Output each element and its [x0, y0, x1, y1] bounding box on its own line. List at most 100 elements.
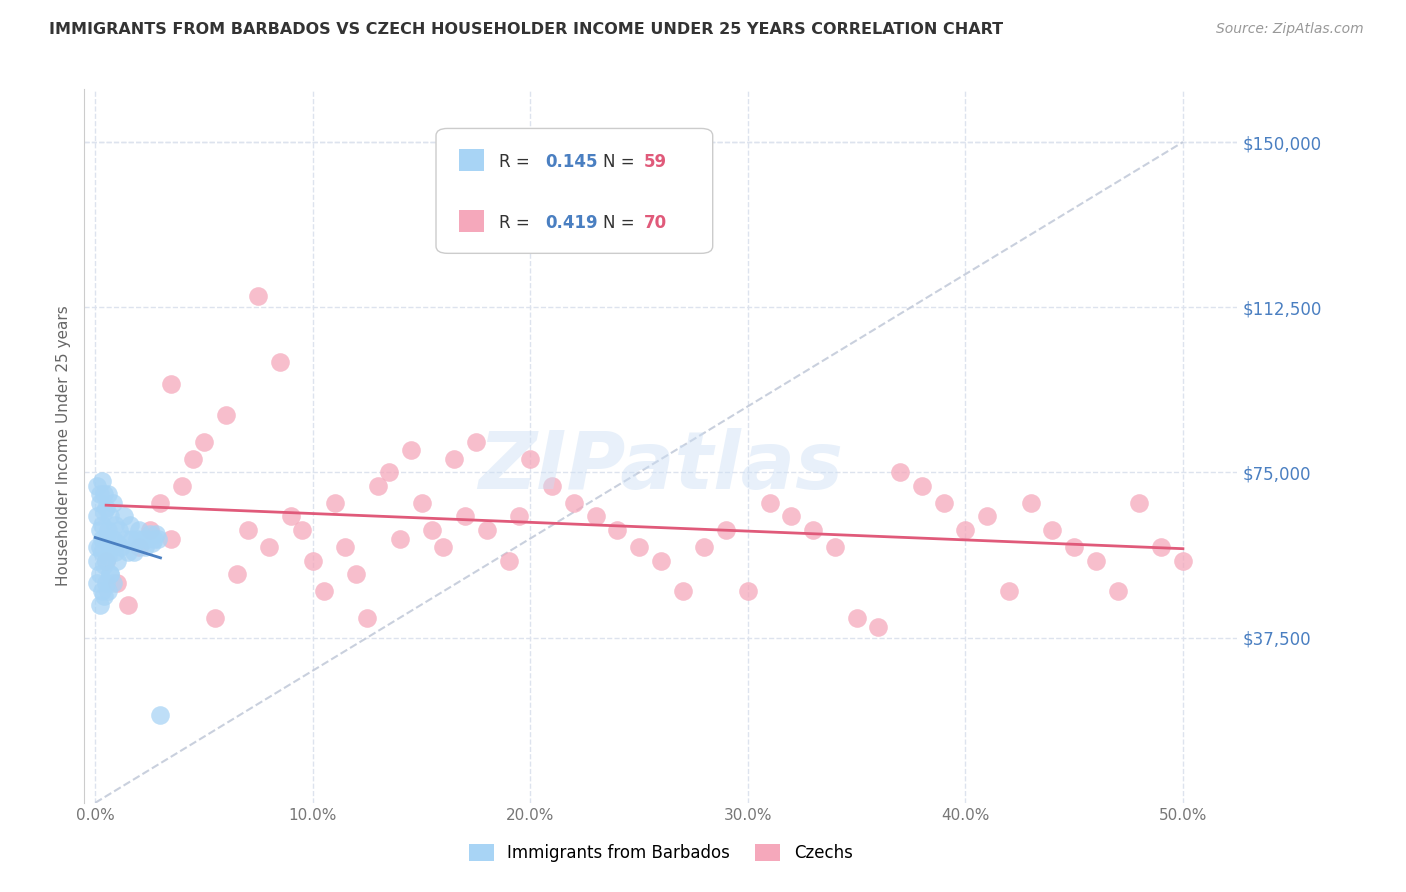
Point: [204, 611, 226, 625]
Point: [138, 523, 160, 537]
Point: [976, 509, 998, 524]
Point: [247, 289, 270, 303]
Text: 0.419: 0.419: [546, 214, 598, 232]
Point: [464, 434, 486, 449]
Point: [149, 707, 172, 722]
Point: [89, 541, 111, 555]
Point: [269, 355, 291, 369]
Point: [134, 541, 156, 555]
Point: [312, 584, 335, 599]
Point: [443, 452, 465, 467]
Point: [136, 532, 159, 546]
Point: [104, 545, 127, 559]
Point: [121, 532, 143, 546]
Point: [367, 478, 389, 492]
Point: [1150, 541, 1173, 555]
Point: [90, 584, 112, 599]
Point: [94, 575, 117, 590]
Point: [280, 509, 302, 524]
Point: [422, 523, 444, 537]
Point: [780, 509, 803, 524]
Point: [160, 377, 183, 392]
Point: [93, 558, 115, 572]
Point: [628, 541, 651, 555]
Point: [323, 496, 346, 510]
Point: [1019, 496, 1042, 510]
Legend: Immigrants from Barbados, Czechs: Immigrants from Barbados, Czechs: [470, 844, 852, 863]
Point: [105, 553, 128, 567]
Text: 70: 70: [644, 214, 666, 232]
Point: [89, 523, 111, 537]
Point: [714, 523, 737, 537]
Point: [845, 611, 868, 625]
Point: [100, 566, 122, 581]
Point: [94, 532, 117, 546]
Point: [90, 545, 112, 559]
Point: [181, 452, 204, 467]
Point: [114, 532, 136, 546]
Point: [100, 566, 122, 581]
Point: [541, 478, 564, 492]
Point: [291, 523, 314, 537]
Point: [801, 523, 824, 537]
Point: [129, 536, 152, 550]
Point: [1063, 541, 1085, 555]
Point: [125, 532, 148, 546]
Point: [824, 541, 846, 555]
Point: [335, 541, 357, 555]
Point: [108, 523, 131, 537]
Y-axis label: Householder Income Under 25 years: Householder Income Under 25 years: [56, 306, 72, 586]
Point: [236, 523, 259, 537]
Point: [97, 549, 120, 563]
Point: [145, 527, 167, 541]
Point: [86, 478, 108, 492]
Point: [128, 523, 150, 537]
Point: [90, 518, 112, 533]
FancyBboxPatch shape: [460, 210, 485, 232]
Point: [911, 478, 934, 492]
Point: [585, 509, 607, 524]
Text: 0.145: 0.145: [546, 153, 598, 171]
Point: [104, 518, 127, 533]
Point: [149, 496, 172, 510]
Point: [1171, 553, 1194, 567]
Point: [138, 527, 160, 541]
Point: [132, 532, 155, 546]
Point: [148, 532, 170, 546]
Text: IMMIGRANTS FROM BARBADOS VS CZECH HOUSEHOLDER INCOME UNDER 25 YEARS CORRELATION : IMMIGRANTS FROM BARBADOS VS CZECH HOUSEH…: [49, 22, 1004, 37]
Point: [378, 466, 401, 480]
Point: [519, 452, 541, 467]
Point: [1040, 523, 1063, 537]
Point: [1128, 496, 1150, 510]
Point: [100, 509, 122, 524]
Point: [399, 443, 422, 458]
Point: [97, 487, 120, 501]
Point: [475, 523, 498, 537]
Point: [508, 509, 530, 524]
Point: [606, 523, 628, 537]
Point: [998, 584, 1021, 599]
Point: [101, 575, 124, 590]
Point: [86, 553, 108, 567]
Text: R =: R =: [499, 214, 536, 232]
FancyBboxPatch shape: [436, 128, 713, 253]
Point: [90, 475, 112, 489]
Point: [301, 553, 323, 567]
Point: [105, 575, 128, 590]
Point: [94, 500, 117, 515]
Point: [101, 496, 124, 510]
Point: [100, 541, 122, 555]
Point: [693, 541, 716, 555]
Point: [117, 598, 139, 612]
FancyBboxPatch shape: [460, 149, 485, 171]
Point: [93, 487, 115, 501]
Point: [932, 496, 955, 510]
Text: N =: N =: [603, 214, 640, 232]
Point: [128, 541, 150, 555]
Point: [89, 566, 111, 581]
Point: [889, 466, 911, 480]
Point: [868, 619, 890, 633]
Point: [93, 505, 115, 519]
Point: [89, 487, 111, 501]
Point: [671, 584, 693, 599]
